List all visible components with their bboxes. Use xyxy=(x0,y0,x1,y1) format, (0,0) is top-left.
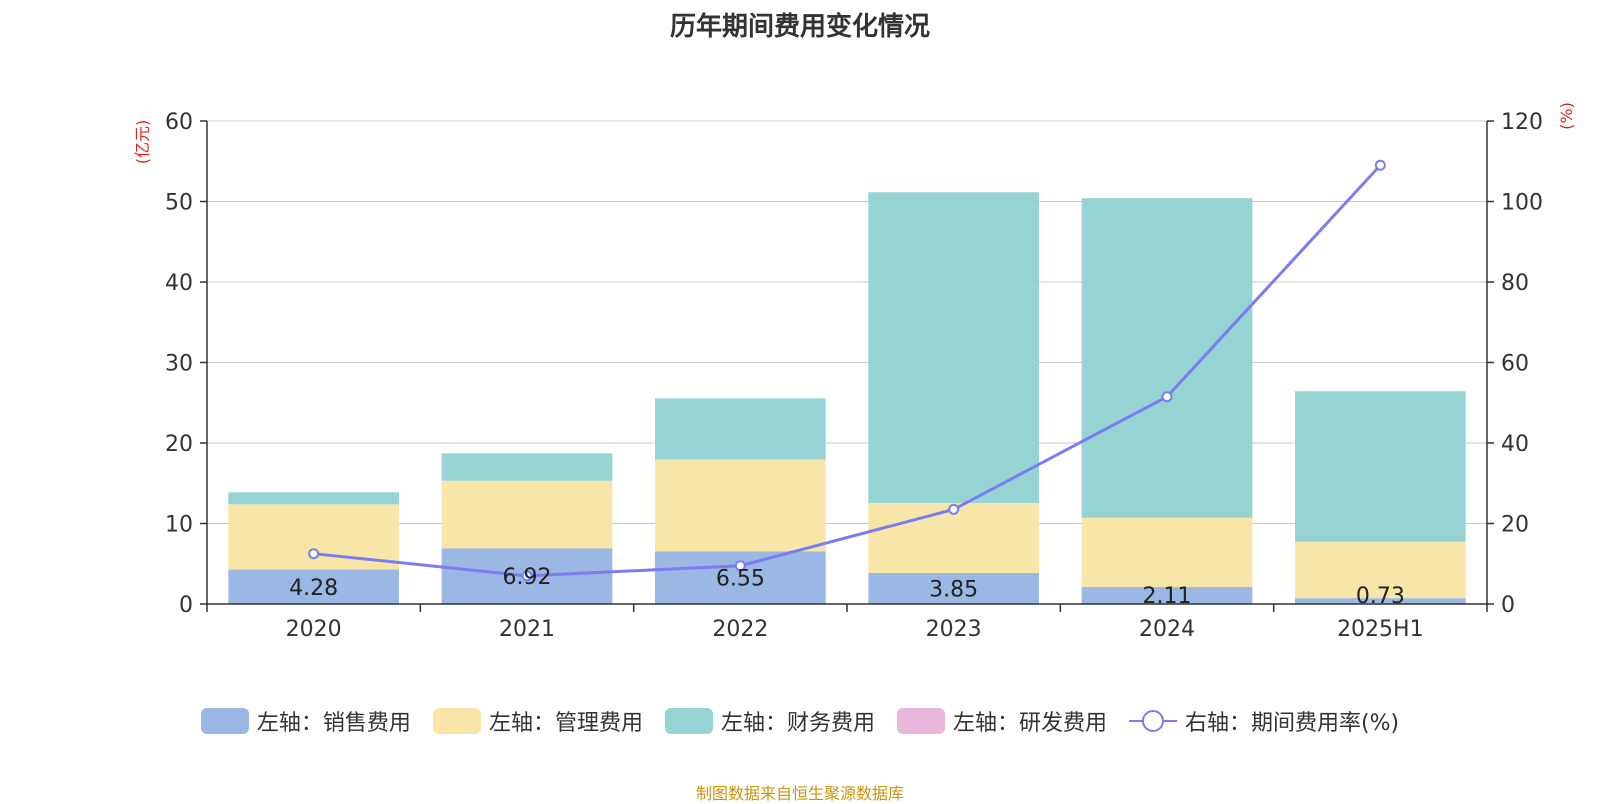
rate-point xyxy=(308,548,320,560)
bar-segment xyxy=(441,453,613,481)
bar-segment xyxy=(1081,517,1253,588)
rate-point xyxy=(948,503,960,515)
rate-line xyxy=(313,164,1382,578)
right-axis-tick-label: 0 xyxy=(1501,593,1515,618)
legend-item[interactable]: 左轴：财务费用 xyxy=(664,705,875,737)
bar-segment xyxy=(1081,198,1253,518)
right-axis-tick-label: 120 xyxy=(1501,110,1543,135)
right-axis-tick-label: 60 xyxy=(1501,352,1529,377)
bar-layer xyxy=(228,192,1466,604)
left-axis-tick-label: 60 xyxy=(165,110,193,135)
legend-item[interactable]: 左轴：管理费用 xyxy=(432,705,643,737)
bar-segment xyxy=(228,492,399,505)
x-axis-tick-label: 2024 xyxy=(1139,617,1195,642)
legend-swatch xyxy=(432,708,481,734)
left-axis-tick-label: 50 xyxy=(165,191,193,216)
bar-segment xyxy=(1081,587,1253,604)
bar-segment xyxy=(1295,391,1466,542)
source-note: 制图数据来自恒生聚源数据库 xyxy=(695,784,904,803)
x-axis-tick-label: 2025H1 xyxy=(1337,617,1424,642)
chart-title: 历年期间费用变化情况 xyxy=(669,12,930,42)
bar-segment xyxy=(868,573,1039,604)
data-label: 6.55 xyxy=(716,567,765,592)
rate-line-layer xyxy=(308,159,1386,582)
bar-segment xyxy=(1295,598,1466,604)
bar-segment xyxy=(655,398,826,460)
legend-item[interactable]: 左轴：研发费用 xyxy=(896,705,1107,737)
right-axis-tick-label: 40 xyxy=(1501,432,1529,457)
axes: 0 10 20 30 40 50 60 0 20 40 60 80 100 120 2020 2021 2022… xyxy=(165,110,1543,642)
legend-line-marker-icon xyxy=(1128,710,1177,732)
x-axis-tick-label: 2020 xyxy=(286,617,342,642)
legend-label: 左轴：销售费用 xyxy=(256,711,411,736)
data-label: 4.28 xyxy=(289,576,338,601)
rate-point xyxy=(1374,159,1386,171)
bar-segment xyxy=(655,551,826,604)
rate-point xyxy=(734,560,746,572)
right-axis-tick-label: 20 xyxy=(1501,513,1529,538)
right-axis-unit: (%) xyxy=(1557,102,1576,130)
data-label-layer: 4.28 6.92 6.55 3.85 2.11 0.73 xyxy=(289,565,1405,609)
legend-item[interactable]: 左轴：销售费用 xyxy=(200,705,411,737)
bar-segment xyxy=(1295,541,1466,599)
right-axis-tick-label: 80 xyxy=(1501,271,1529,296)
left-axis-unit: (亿元) xyxy=(133,120,152,165)
bar-segment xyxy=(868,192,1039,503)
chart-area: 0 10 20 30 40 50 60 0 20 40 60 80 100 120 2020 2021 2022… xyxy=(133,102,1576,642)
rate-point xyxy=(1161,391,1173,403)
legend-swatch xyxy=(896,708,945,734)
left-axis-tick-label: 10 xyxy=(165,513,193,538)
left-axis-tick-label: 20 xyxy=(165,432,193,457)
data-label: 0.73 xyxy=(1356,584,1405,609)
left-axis-tick-label: 0 xyxy=(179,593,193,618)
bar-segment xyxy=(441,480,613,549)
legend: 左轴：销售费用 左轴：管理费用 左轴：财务费用 左轴：研发费用 右轴：期间费用率(%) xyxy=(0,705,1600,737)
legend-item[interactable]: 右轴：期间费用率(%) xyxy=(1128,705,1400,737)
legend-label: 左轴：研发费用 xyxy=(952,711,1107,736)
right-axis-tick-label: 100 xyxy=(1501,191,1543,216)
bar-segment xyxy=(655,459,826,552)
left-axis-tick-label: 40 xyxy=(165,271,193,296)
bar-segment xyxy=(228,569,399,604)
legend-label: 左轴：财务费用 xyxy=(720,711,875,736)
legend-swatch xyxy=(200,708,249,734)
legend-swatch xyxy=(664,708,713,734)
x-axis-tick-label: 2021 xyxy=(499,617,555,642)
x-axis-tick-label: 2022 xyxy=(712,617,768,642)
rate-point xyxy=(521,570,533,582)
legend-label: 右轴：期间费用率(%) xyxy=(1184,711,1400,736)
grid-lines xyxy=(207,120,1487,524)
x-axis-tick-label: 2023 xyxy=(926,617,982,642)
data-label: 2.11 xyxy=(1143,584,1192,609)
legend-label: 左轴：管理费用 xyxy=(488,711,643,736)
data-label: 6.92 xyxy=(503,565,552,590)
left-axis-tick-label: 30 xyxy=(165,352,193,377)
data-label: 3.85 xyxy=(929,578,978,603)
